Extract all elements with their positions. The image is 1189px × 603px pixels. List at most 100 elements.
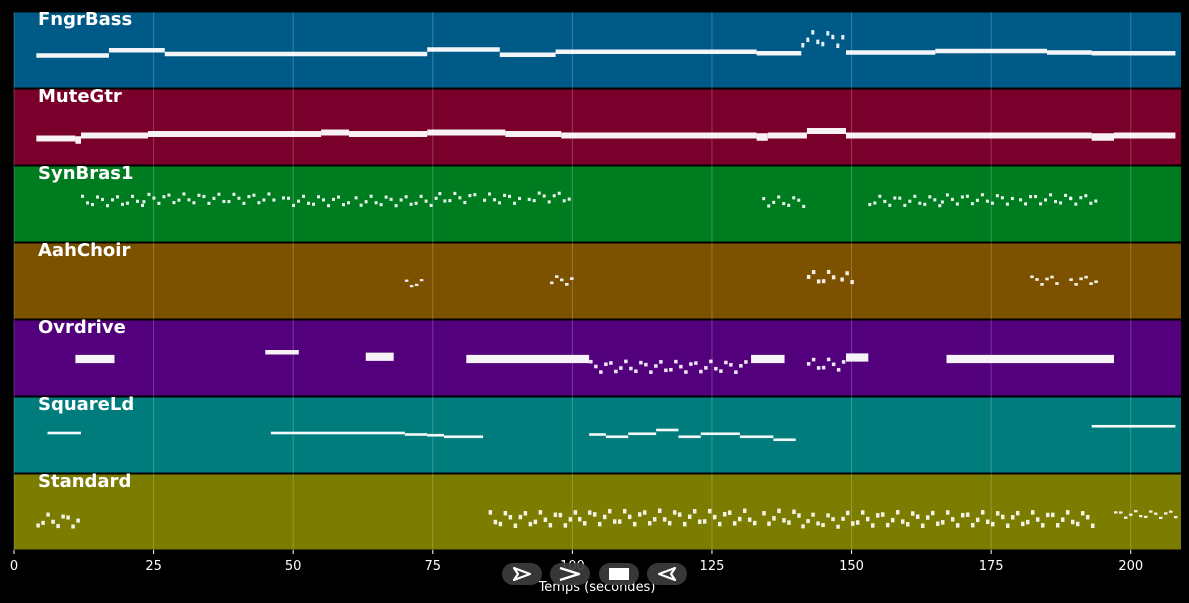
x-tick-label: 0	[10, 559, 18, 574]
note-tick	[913, 194, 917, 198]
note-tick	[1039, 202, 1043, 206]
note-tick	[1055, 523, 1060, 528]
note-tick	[369, 194, 373, 198]
note-tick	[883, 199, 887, 204]
note-tick	[523, 511, 528, 516]
note-tick	[895, 510, 900, 515]
note-tick	[237, 196, 241, 200]
note-tick	[1064, 193, 1068, 197]
note-tick	[935, 521, 940, 526]
note-bar	[365, 352, 394, 361]
note-tick	[624, 359, 628, 364]
note-bar	[466, 354, 590, 364]
note-group	[427, 47, 500, 52]
note-tick	[1025, 519, 1030, 525]
note-tick	[152, 196, 156, 200]
note-tick	[1054, 199, 1058, 204]
note-tick	[928, 195, 932, 199]
note-tick	[945, 510, 950, 515]
note-tick	[841, 34, 845, 40]
note-tick	[841, 360, 846, 364]
note-tick	[925, 515, 930, 520]
stop-icon	[609, 568, 629, 580]
note-group	[404, 433, 428, 436]
note-tick	[197, 193, 201, 197]
track-label-synbras1: SynBras1	[38, 163, 134, 184]
note-tick	[1123, 516, 1128, 519]
track-label-mutegtr: MuteGtr	[38, 86, 122, 107]
note-tick	[1035, 278, 1039, 281]
stop-button[interactable]	[599, 563, 639, 585]
note-group	[678, 435, 701, 439]
note-tick	[873, 201, 877, 205]
note-group	[282, 194, 351, 208]
note-group	[142, 192, 276, 205]
note-tick	[126, 201, 130, 205]
note-bar	[1046, 50, 1092, 55]
note-bar	[270, 431, 405, 435]
note-tick	[307, 201, 311, 205]
note-tick	[702, 519, 707, 524]
note-tick	[543, 517, 548, 523]
note-tick	[634, 369, 638, 374]
note-tick	[508, 514, 513, 520]
note-tick	[322, 198, 326, 202]
note-tick	[955, 523, 960, 528]
note-tick	[379, 203, 383, 207]
note-tick	[836, 524, 840, 529]
note-tick	[699, 369, 703, 374]
note-tick	[915, 514, 920, 519]
note-tick	[975, 198, 979, 202]
note-tick	[332, 197, 336, 201]
forward-button[interactable]	[550, 563, 590, 585]
note-tick	[744, 360, 748, 364]
note-tick	[737, 516, 742, 522]
note-tick	[1133, 510, 1138, 513]
note-tick	[404, 195, 408, 199]
note-tick	[297, 199, 301, 203]
note-tick	[629, 366, 633, 371]
note-group	[935, 48, 1047, 54]
note-tick	[692, 509, 697, 514]
note-tick	[719, 369, 723, 373]
note-tick	[875, 513, 880, 518]
note-tick	[777, 195, 781, 199]
note-tick	[1059, 201, 1063, 205]
note-tick	[354, 196, 358, 200]
note-group	[47, 431, 82, 435]
note-tick	[404, 279, 409, 282]
note-group	[81, 194, 145, 208]
note-tick	[46, 512, 50, 517]
note-bar	[561, 132, 757, 139]
back-button[interactable]	[502, 563, 542, 585]
note-tick	[995, 511, 1000, 516]
note-tick	[537, 191, 541, 195]
note-tick	[468, 194, 472, 198]
note-group	[1069, 194, 1098, 206]
note-tick	[722, 512, 727, 517]
note-tick	[868, 202, 872, 207]
note-group	[806, 357, 846, 372]
rewind-button[interactable]	[647, 563, 687, 585]
note-tick	[1084, 194, 1088, 198]
note-group	[108, 48, 165, 53]
note-group	[427, 433, 444, 437]
note-tick	[1163, 512, 1168, 515]
note-tick	[1040, 523, 1045, 528]
note-group	[527, 191, 571, 204]
note-tick	[347, 201, 351, 205]
note-tick	[985, 199, 989, 203]
note-tick	[116, 195, 120, 199]
note-group	[801, 30, 845, 48]
note-group	[840, 271, 854, 285]
note-tick	[513, 201, 517, 205]
note-tick	[1049, 193, 1053, 197]
note-group	[656, 428, 679, 432]
note-tick	[697, 519, 702, 524]
note-tick	[1089, 201, 1093, 205]
note-tick	[831, 517, 835, 522]
note-tick	[1079, 277, 1083, 281]
note-tick	[687, 514, 692, 519]
note-bar	[555, 49, 757, 54]
